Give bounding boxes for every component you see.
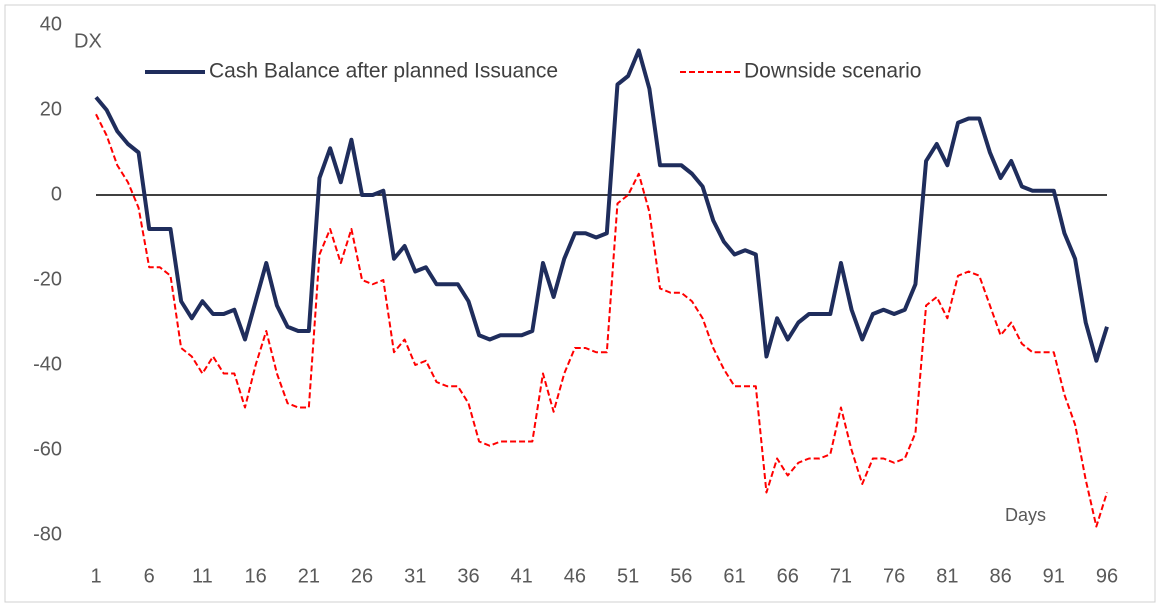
x-tick-label: 16 xyxy=(245,565,267,587)
x-tick-label: 41 xyxy=(511,565,533,587)
x-tick-label: 26 xyxy=(351,565,373,587)
line-series xyxy=(94,48,1109,363)
y-tick-label: 0 xyxy=(51,183,62,205)
x-tick-label: 66 xyxy=(777,565,799,587)
legend-label: Downside scenario xyxy=(744,60,921,83)
y-tick-label: -80 xyxy=(33,523,62,545)
x-tick-label: 46 xyxy=(564,565,586,587)
x-tick-label: 31 xyxy=(404,565,426,587)
y-tick-label: -20 xyxy=(33,268,62,290)
y-tick-label: 40 xyxy=(40,13,62,35)
chart-frame xyxy=(4,4,1156,603)
x-tick-label: 91 xyxy=(1043,565,1065,587)
annotation: DX xyxy=(74,30,102,52)
x-tick-label: 61 xyxy=(723,565,745,587)
x-tick-label: 56 xyxy=(670,565,692,587)
legend-label: Cash Balance after planned Issuance xyxy=(209,60,558,83)
x-tick-label: 71 xyxy=(830,565,852,587)
annotation: Days xyxy=(1005,505,1046,525)
x-tick-label: 21 xyxy=(298,565,320,587)
y-tick-label: -40 xyxy=(33,353,62,375)
x-tick-label: 86 xyxy=(989,565,1011,587)
x-tick-label: 36 xyxy=(457,565,479,587)
x-tick-label: 96 xyxy=(1096,565,1118,587)
line-series xyxy=(95,113,1108,528)
x-tick-label: 51 xyxy=(617,565,639,587)
y-tick-label: 20 xyxy=(40,98,62,120)
x-tick-label: 6 xyxy=(144,565,155,587)
x-tick-label: 1 xyxy=(90,565,101,587)
x-tick-label: 81 xyxy=(936,565,958,587)
x-tick-label: 11 xyxy=(192,565,213,587)
y-tick-label: -60 xyxy=(33,438,62,460)
x-tick-label: 76 xyxy=(883,565,905,587)
